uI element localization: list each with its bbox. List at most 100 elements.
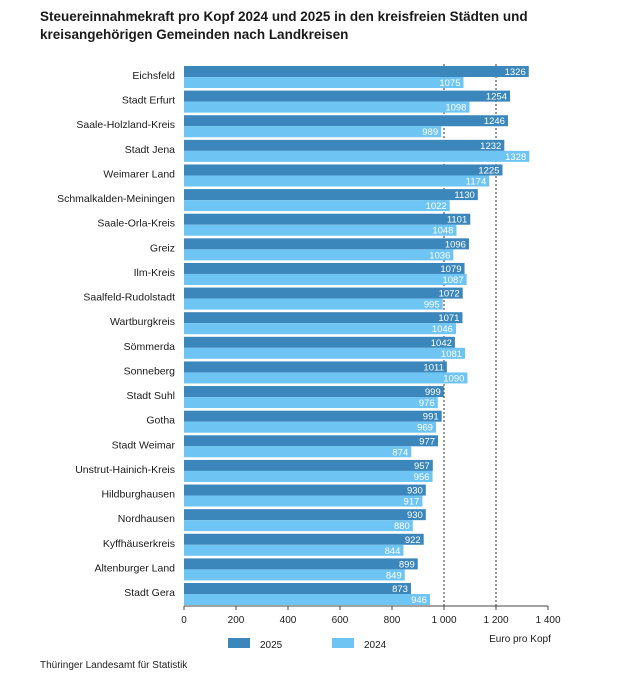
bar-2025-17 [184, 484, 426, 496]
bar-2025-7 [184, 238, 469, 250]
value-label-2025-6: 1101 [447, 215, 467, 226]
bar-2025-9 [184, 287, 463, 299]
category-label-2: Saale-Holzland-Kreis [76, 119, 175, 131]
bar-2024-5 [184, 200, 450, 212]
bar-2024-8 [184, 273, 467, 285]
category-label-11: Sömmerda [124, 341, 176, 353]
value-label-2024-21: 946 [411, 595, 427, 606]
bar-2024-10 [184, 323, 456, 335]
category-label-21: Stadt Gera [124, 587, 175, 599]
value-label-2025-0: 1326 [505, 67, 526, 78]
value-label-2024-2: 989 [422, 127, 438, 138]
x-tick-label-2: 400 [280, 615, 297, 626]
legend-label-2024: 2024 [364, 640, 387, 651]
bar-2024-11 [184, 347, 466, 359]
value-label-2025-10: 1071 [438, 313, 459, 324]
value-label-2024-17: 917 [404, 497, 420, 508]
x-tick-label-3: 600 [332, 615, 349, 626]
value-label-2024-1: 1098 [445, 103, 466, 114]
category-label-17: Hildburghausen [101, 489, 175, 501]
bar-2025-19 [184, 533, 424, 545]
x-tick-label-1: 200 [228, 615, 245, 626]
x-tick-label-7: 1 400 [535, 615, 560, 626]
bar-2024-9 [184, 298, 443, 310]
bar-2024-20 [184, 569, 405, 581]
x-axis-label: Euro pro Kopf [489, 634, 551, 645]
bar-2024-4 [184, 175, 490, 187]
chart-title: Steuereinnahmekraft pro Kopf 2024 und 20… [40, 9, 528, 42]
category-label-1: Stadt Erfurt [122, 95, 175, 107]
category-label-14: Gotha [146, 415, 175, 427]
value-label-2025-17: 930 [407, 486, 423, 497]
value-label-2025-21: 873 [392, 584, 408, 595]
value-label-2024-6: 1048 [432, 226, 453, 237]
category-label-6: Saale-Orla-Kreis [97, 218, 175, 230]
value-label-2024-20: 849 [386, 570, 402, 581]
category-label-4: Weimarer Land [103, 168, 175, 180]
bar-2024-18 [184, 520, 413, 532]
value-label-2025-18: 930 [407, 510, 423, 521]
bar-2025-16 [184, 459, 433, 471]
x-tick-label-5: 1 000 [431, 615, 456, 626]
x-tick-label-0: 0 [181, 615, 187, 626]
bar-2025-15 [184, 435, 439, 447]
value-label-2024-14: 969 [417, 423, 433, 434]
value-label-2025-14: 991 [423, 412, 439, 423]
bar-2024-6 [184, 224, 457, 236]
value-label-2024-8: 1087 [442, 275, 463, 286]
bar-2024-7 [184, 249, 454, 261]
bar-2024-21 [184, 594, 430, 606]
legend-swatch-2024 [332, 638, 354, 648]
value-label-2025-13: 999 [425, 387, 441, 398]
bar-2025-13 [184, 386, 444, 398]
category-label-9: Saalfeld-Rudolstadt [83, 292, 175, 304]
value-label-2025-8: 1079 [440, 264, 461, 275]
bar-2025-12 [184, 361, 447, 373]
bar-2025-1 [184, 90, 511, 102]
bar-2024-19 [184, 544, 404, 556]
source-note: Thüringer Landesamt für Statistik [40, 660, 188, 671]
bar-2024-16 [184, 470, 433, 482]
value-label-2025-5: 1130 [454, 190, 474, 201]
x-axis-ticks: 0 200 400 600 800 1 000 1 200 1 400 [181, 606, 561, 626]
bar-2025-0 [184, 66, 529, 77]
category-label-3: Stadt Jena [125, 144, 175, 156]
bar-2024-0 [184, 77, 464, 88]
bar-2025-20 [184, 558, 418, 570]
bar-2025-8 [184, 262, 465, 274]
bar-2024-15 [184, 446, 412, 458]
bar-2024-3 [184, 150, 530, 162]
category-label-10: Wartburgkreis [110, 316, 175, 328]
legend-label-2025: 2025 [260, 640, 283, 651]
value-label-2024-10: 1046 [432, 324, 453, 335]
x-tick-label-4: 800 [384, 615, 401, 626]
value-label-2024-16: 956 [414, 472, 430, 483]
category-label-5: Schmalkalden-Meiningen [57, 193, 175, 205]
value-label-2024-7: 1036 [429, 250, 450, 261]
value-label-2025-16: 957 [414, 461, 430, 472]
bar-2025-2 [184, 115, 508, 127]
category-labels: Eichsfeld Stadt Erfurt Saale-Holzland-Krei… [57, 70, 175, 599]
bar-2025-11 [184, 336, 455, 348]
value-label-2025-4: 1225 [478, 165, 499, 176]
category-label-7: Greiz [150, 242, 175, 254]
value-label-2025-2: 1246 [484, 116, 505, 127]
bar-2025-10 [184, 312, 463, 324]
bar-2024-14 [184, 421, 436, 433]
category-label-16: Unstrut-Hainich-Kreis [75, 464, 175, 476]
value-label-2025-11: 1042 [431, 338, 452, 349]
value-label-2024-4: 1174 [466, 176, 486, 187]
value-label-2024-5: 1022 [426, 201, 447, 212]
bar-2025-21 [184, 583, 411, 595]
value-label-2025-1: 1254 [486, 92, 507, 103]
category-label-13: Stadt Suhl [127, 390, 175, 402]
value-label-2024-3: 1328 [505, 152, 526, 163]
bar-2024-1 [184, 101, 470, 113]
bar-2025-4 [184, 164, 503, 176]
legend: 2025 2024 [228, 638, 387, 651]
value-label-2024-0: 1075 [439, 78, 460, 89]
bar-2025-5 [184, 189, 478, 201]
category-label-19: Kyffhäuserkreis [103, 538, 175, 550]
